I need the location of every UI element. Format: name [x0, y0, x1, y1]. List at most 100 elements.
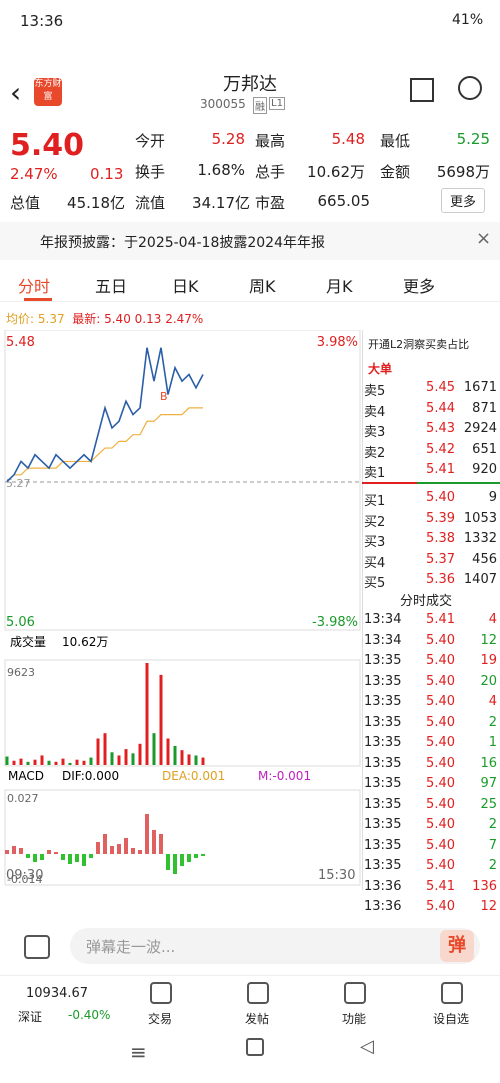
- volume-bar: [110, 752, 114, 765]
- field-label: 市盈: [255, 194, 286, 212]
- y-max: 5.48: [6, 335, 35, 350]
- sys-menu[interactable]: ≡: [130, 1040, 147, 1064]
- more-button[interactable]: 更多: [441, 188, 486, 213]
- sys-home[interactable]: [246, 1038, 264, 1056]
- nav-icon[interactable]: [150, 982, 172, 1004]
- battery: 41%: [452, 12, 484, 28]
- volume-total: 10.62万: [62, 635, 108, 649]
- search-icon[interactable]: [458, 76, 482, 100]
- volume-bar: [89, 757, 93, 765]
- volume-bar: [47, 760, 51, 765]
- pct: 2.47%: [10, 165, 58, 183]
- macd-bar: [89, 854, 93, 858]
- macd-bar: [12, 846, 16, 854]
- field-value: 34.17亿: [192, 194, 250, 212]
- book-price: 5.40: [426, 490, 455, 505]
- macd-bar: [159, 834, 163, 854]
- trade-volume: 19: [480, 653, 497, 668]
- price: 5.40: [10, 128, 85, 163]
- close[interactable]: ×: [476, 228, 492, 249]
- volume-bar: [180, 750, 184, 765]
- macd-label: MACD: [8, 769, 44, 783]
- index-value: 10934.67: [26, 986, 89, 1001]
- trade-volume: 2: [488, 817, 497, 832]
- volume-label: 成交量: [10, 634, 46, 649]
- book-volume: 1053: [463, 510, 497, 526]
- macd-bar: [40, 854, 44, 860]
- macd-bar: [96, 842, 100, 854]
- nav-item[interactable]: 交易: [147, 1012, 172, 1026]
- trade-volume: 2: [488, 714, 497, 730]
- volume-bar: [131, 753, 135, 765]
- volume-bar: [138, 743, 142, 765]
- nav-item[interactable]: 发帖: [244, 1012, 269, 1026]
- trades-title: 分时成交: [400, 594, 453, 609]
- nav-item[interactable]: 设自选: [432, 1012, 469, 1026]
- macd-bar: [54, 852, 58, 854]
- back[interactable]: ‹: [10, 76, 22, 109]
- logo: 东方财富: [34, 78, 62, 106]
- nav-icon[interactable]: [441, 982, 463, 1004]
- tab[interactable]: 更多: [403, 277, 436, 296]
- volume-bar: [68, 762, 72, 765]
- trade-volume: 16: [480, 755, 497, 771]
- trade-time: 13:36: [364, 899, 402, 914]
- trade-time: 13:35: [364, 735, 402, 750]
- macd-bar: [194, 854, 198, 858]
- book-label: 卖3: [364, 425, 386, 440]
- trade-time: 13:35: [364, 817, 402, 832]
- trade-volume: 136: [472, 878, 497, 894]
- danmu-icon[interactable]: [24, 935, 50, 959]
- charts: 5.48 5.06 3.98% -3.98% 5.27 成交量 10.62万 9…: [4, 330, 361, 886]
- trade-price: 5.40: [426, 735, 455, 750]
- book-price: 5.42: [426, 441, 455, 457]
- macd-bar: [166, 854, 170, 870]
- trade-volume: 12: [480, 632, 497, 648]
- nav-item[interactable]: 功能: [341, 1012, 366, 1026]
- book-volume: 871: [472, 400, 497, 416]
- input-box[interactable]: [70, 928, 480, 964]
- field-value: 1.68%: [197, 161, 245, 179]
- volume-bar: [26, 761, 30, 765]
- tab[interactable]: 五日: [95, 277, 128, 296]
- macd-bar: [19, 848, 23, 854]
- tab[interactable]: 周K: [249, 277, 276, 296]
- field-value: 5.25: [456, 130, 490, 148]
- trade-volume: 1: [488, 735, 497, 750]
- field-label: 最高: [255, 132, 286, 150]
- y-min: 5.06: [6, 615, 35, 630]
- trade-time: 13:35: [364, 755, 402, 771]
- time-start: 09:30: [6, 868, 44, 883]
- send-button[interactable]: 弹: [440, 930, 474, 962]
- trade-volume: 20: [480, 673, 497, 689]
- macd-bar: [26, 854, 30, 858]
- book-volume: 1407: [463, 572, 497, 587]
- field-value: 5698万: [436, 163, 490, 181]
- tab[interactable]: 日K: [172, 277, 199, 296]
- tab[interactable]: 分时: [18, 277, 51, 296]
- divider: [0, 975, 500, 976]
- volume-bar: [201, 757, 205, 765]
- macd-top: 0.027: [7, 792, 39, 805]
- l2-banner[interactable]: 开通L2洞察买卖占比: [368, 338, 470, 351]
- divider: [0, 301, 500, 302]
- book-label: 买1: [364, 494, 386, 509]
- book-label: 卖1: [364, 466, 386, 481]
- share-icon[interactable]: [410, 78, 434, 102]
- trade-time: 13:35: [364, 694, 402, 709]
- tab[interactable]: 月K: [326, 277, 353, 296]
- volume-bar: [124, 749, 128, 765]
- macd-bar: [131, 848, 135, 854]
- trade-price: 5.40: [426, 673, 455, 689]
- field-value: 10.62万: [307, 163, 365, 181]
- stock-title: 万邦达: [223, 74, 277, 95]
- status-time: 13:36: [20, 12, 64, 30]
- sys-back[interactable]: ◁: [360, 1036, 374, 1057]
- book-volume: 1671: [463, 380, 497, 395]
- trade-time: 13:35: [364, 837, 402, 853]
- macd-bar: [173, 854, 177, 874]
- nav-icon[interactable]: [344, 982, 366, 1004]
- nav-icon[interactable]: [247, 982, 269, 1004]
- notice[interactable]: 年报预披露：于2025-04-18披露2024年年报: [40, 235, 325, 251]
